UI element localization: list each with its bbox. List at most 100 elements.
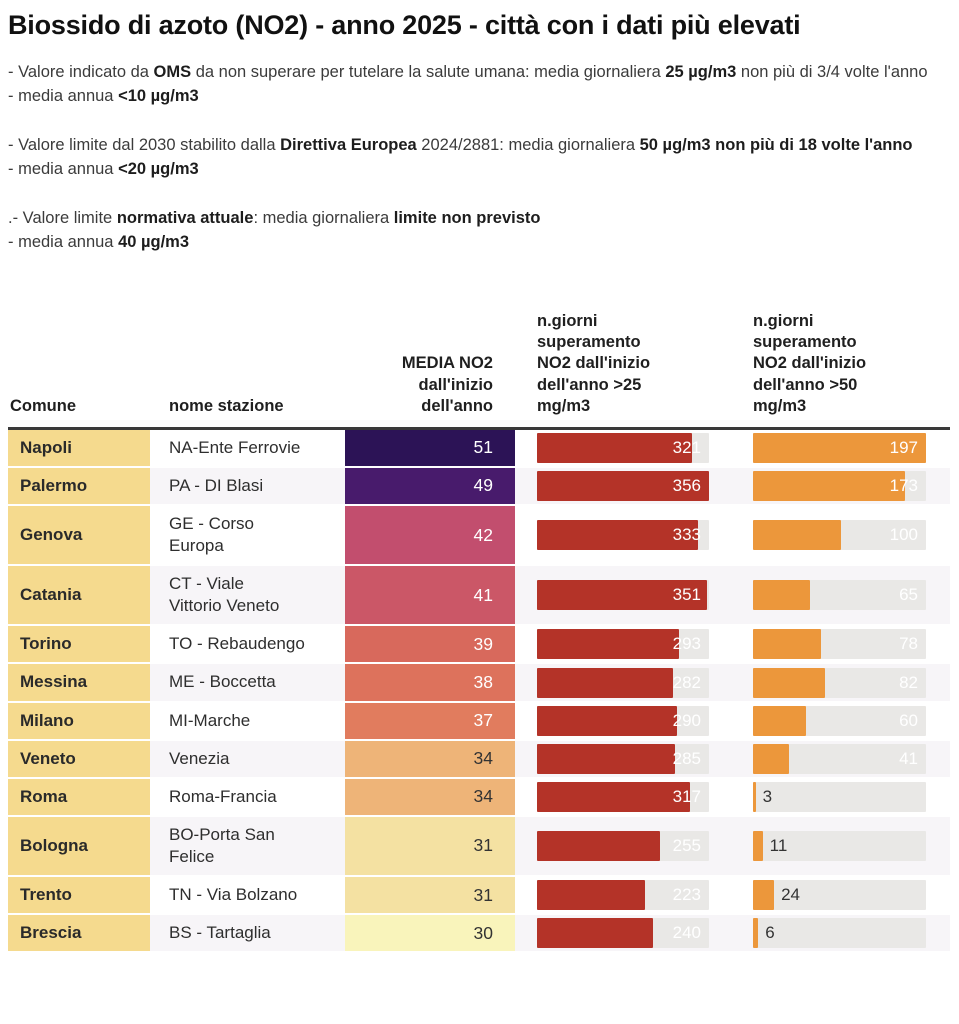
cell-media-no2: 30 xyxy=(345,915,515,952)
gap xyxy=(515,877,537,913)
bar-giorni25 xyxy=(537,880,645,911)
cell-stazione: BO-Porta San Felice xyxy=(150,817,345,875)
cell-comune: Trento xyxy=(8,877,150,914)
gap xyxy=(515,664,537,700)
cell-giorni50: 173 xyxy=(753,468,926,504)
bar-giorni25 xyxy=(537,705,678,736)
gap xyxy=(515,779,537,815)
bar-giorni25 xyxy=(537,743,675,774)
bar-label-giorni25: 333 xyxy=(672,525,701,545)
bar-track-giorni25: 293 xyxy=(537,629,709,660)
bar-track-giorni50: 197 xyxy=(753,432,926,463)
bar-track-giorni50: 6 xyxy=(753,918,926,949)
bar-giorni25 xyxy=(537,830,661,861)
bar-track-giorni50: 82 xyxy=(753,667,926,698)
bar-giorni50 xyxy=(753,667,825,698)
bar-track-giorni25: 255 xyxy=(537,830,709,861)
cell-comune: Messina xyxy=(8,664,150,701)
table-row: Torino TO - Rebaudengo 39 293 78 xyxy=(8,626,950,665)
note-oms-line1: - Valore indicato da OMS da non superare… xyxy=(8,63,928,82)
bar-giorni50 xyxy=(753,432,926,463)
cell-giorni25: 285 xyxy=(537,741,709,777)
table-row: Brescia BS - Tartaglia 30 240 6 xyxy=(8,915,950,954)
cell-stazione: TO - Rebaudengo xyxy=(150,626,345,662)
cell-comune: Veneto xyxy=(8,740,150,777)
gap xyxy=(515,915,537,951)
cell-giorni25: 223 xyxy=(537,877,709,913)
gap xyxy=(515,741,537,777)
note-oms: - Valore indicato da OMS da non superare… xyxy=(8,61,950,108)
cell-media-no2: 34 xyxy=(345,778,515,815)
gap xyxy=(515,566,537,624)
bar-label-giorni25: 290 xyxy=(672,710,701,730)
stazione-text: PA - DI Blasi xyxy=(169,475,264,495)
cell-stazione: NA-Ente Ferrovie xyxy=(150,430,345,466)
cell-giorni50: 6 xyxy=(753,915,926,951)
cell-giorni50: 100 xyxy=(753,506,926,564)
bar-track-giorni50: 100 xyxy=(753,520,926,551)
table-row: Catania CT - Viale Vittorio Veneto 41 35… xyxy=(8,566,950,627)
gap xyxy=(709,741,753,777)
cell-stazione: TN - Via Bolzano xyxy=(150,877,345,913)
note-normativa: .- Valore limite normativa attuale: medi… xyxy=(8,207,950,254)
note-normativa-line1: .- Valore limite normativa attuale: medi… xyxy=(8,209,541,228)
stazione-text: BO-Porta San Felice xyxy=(169,824,275,866)
bar-label-giorni25: 293 xyxy=(672,634,701,654)
bar-label-giorni25: 255 xyxy=(672,835,701,855)
cell-comune: Torino xyxy=(8,626,150,663)
bar-track-giorni50: 173 xyxy=(753,470,926,501)
bar-track-giorni25: 356 xyxy=(537,470,709,501)
cell-comune: Bologna xyxy=(8,816,150,876)
cell-giorni50: 24 xyxy=(753,877,926,913)
bar-label-giorni25: 240 xyxy=(672,923,701,943)
cell-giorni25: 255 xyxy=(537,817,709,875)
bar-giorni25 xyxy=(537,781,691,812)
stazione-text: Venezia xyxy=(169,748,230,768)
table-row: Veneto Venezia 34 285 41 xyxy=(8,740,950,779)
bar-track-giorni50: 78 xyxy=(753,629,926,660)
bar-giorni50 xyxy=(753,781,756,812)
bar-giorni50 xyxy=(753,743,789,774)
bar-giorni25 xyxy=(537,580,707,611)
gap xyxy=(709,430,753,466)
stazione-text: GE - Corso Europa xyxy=(169,513,255,556)
bar-label-giorni25: 282 xyxy=(672,672,701,692)
cell-giorni25: 317 xyxy=(537,779,709,815)
bar-giorni50 xyxy=(753,470,905,501)
gap xyxy=(709,506,753,564)
stazione-text: TN - Via Bolzano xyxy=(169,885,298,905)
gap xyxy=(515,703,537,739)
bar-giorni50 xyxy=(753,880,775,911)
gap xyxy=(515,506,537,564)
no2-table: Comune nome stazione MEDIA NO2 dall'iniz… xyxy=(8,311,950,954)
gap xyxy=(709,817,753,875)
bar-track-giorni25: 351 xyxy=(537,580,709,611)
table-row: Milano MI-Marche 37 290 60 xyxy=(8,702,950,741)
page: Biossido di azoto (NO2) - anno 2025 - ci… xyxy=(8,10,950,954)
note-normativa-line2: - media annua 40 µg/m3 xyxy=(8,233,190,252)
stazione-text: NA-Ente Ferrovie xyxy=(169,437,301,457)
cell-giorni50: 197 xyxy=(753,430,926,466)
bar-track-giorni50: 24 xyxy=(753,880,926,911)
bar-label-giorni50: 24 xyxy=(781,885,800,905)
bar-giorni25 xyxy=(537,432,693,463)
bar-label-giorni50: 3 xyxy=(762,786,773,806)
cell-comune: Milano xyxy=(8,702,150,739)
bar-track-giorni25: 223 xyxy=(537,880,709,911)
gap xyxy=(515,626,537,662)
bar-giorni50 xyxy=(753,520,841,551)
cell-media-no2: 42 xyxy=(345,505,515,565)
bar-label-giorni25: 317 xyxy=(672,786,701,806)
cell-giorni25: 351 xyxy=(537,566,709,624)
stazione-text: BS - Tartaglia xyxy=(169,923,271,943)
cell-stazione: BS - Tartaglia xyxy=(150,915,345,951)
cell-media-no2: 41 xyxy=(345,566,515,625)
header-comune: Comune xyxy=(10,397,76,416)
bar-giorni50 xyxy=(753,580,811,611)
header-media: MEDIA NO2 dall'inizio dell'anno xyxy=(401,354,493,416)
cell-giorni50: 78 xyxy=(753,626,926,662)
cell-giorni25: 240 xyxy=(537,915,709,951)
cell-giorni50: 82 xyxy=(753,664,926,700)
bar-label-giorni50: 100 xyxy=(889,525,918,545)
cell-giorni25: 290 xyxy=(537,703,709,739)
